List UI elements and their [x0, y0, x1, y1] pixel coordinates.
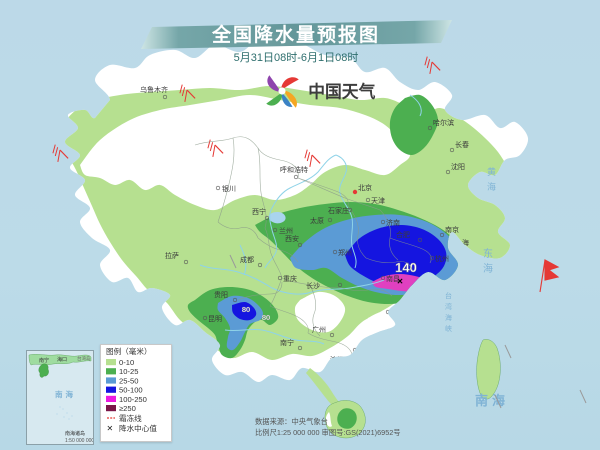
svg-text:乌鲁木齐: 乌鲁木齐	[140, 85, 168, 94]
svg-text:长沙: 长沙	[306, 281, 320, 290]
svg-text:海: 海	[483, 262, 493, 275]
svg-text:哈尔滨: 哈尔滨	[433, 118, 454, 127]
svg-text:台: 台	[445, 291, 452, 300]
svg-text:贵阳: 贵阳	[214, 290, 228, 299]
svg-text:合肥: 合肥	[396, 230, 410, 239]
svg-text:南海: 南海	[55, 389, 76, 399]
svg-text:澳门: 澳门	[330, 355, 344, 364]
svg-text:南海: 南海	[475, 393, 509, 408]
svg-text:海: 海	[445, 313, 452, 322]
svg-text:南昌: 南昌	[386, 274, 400, 283]
svg-text:东: 东	[483, 247, 493, 260]
svg-text:80: 80	[262, 313, 270, 322]
svg-text:天津: 天津	[371, 197, 385, 205]
svg-text:全国降水量预报图: 全国降水量预报图	[211, 23, 380, 46]
svg-text:拉萨: 拉萨	[165, 251, 179, 260]
svg-text:南宁: 南宁	[280, 338, 294, 347]
svg-text:西安: 西安	[285, 234, 299, 243]
svg-text:中国天气: 中国天气	[308, 81, 375, 101]
svg-text:北京: 北京	[358, 183, 372, 192]
svg-text:成都: 成都	[240, 255, 254, 264]
svg-text:郑州: 郑州	[338, 249, 352, 257]
svg-text:湾: 湾	[445, 302, 452, 311]
svg-text:80: 80	[242, 305, 250, 314]
svg-text:沈阳: 沈阳	[451, 162, 465, 171]
svg-text:重庆: 重庆	[283, 274, 297, 283]
svg-text:西宁: 西宁	[252, 207, 266, 216]
svg-text:台湾岛: 台湾岛	[77, 355, 91, 362]
svg-text:海口: 海口	[338, 368, 352, 377]
svg-text:5月31日08时-6月1日08时: 5月31日08时-6月1日08时	[234, 51, 359, 64]
svg-text:杭州: 杭州	[435, 254, 449, 263]
svg-text:黄: 黄	[487, 166, 496, 177]
svg-text:昆明: 昆明	[208, 315, 222, 323]
svg-text:香港: 香港	[358, 346, 372, 355]
svg-text:广州: 广州	[312, 325, 326, 334]
svg-text:太原: 太原	[310, 216, 324, 225]
svg-text:石家庄: 石家庄	[328, 206, 349, 215]
svg-text:兰州: 兰州	[279, 226, 293, 235]
svg-text:1:50 000 000: 1:50 000 000	[65, 438, 93, 444]
svg-text:海口: 海口	[57, 356, 67, 363]
svg-text:呼和浩特: 呼和浩特	[280, 165, 308, 174]
svg-text:济南: 济南	[386, 218, 400, 227]
svg-text:福州: 福州	[391, 308, 405, 317]
svg-text:上海: 上海	[455, 238, 469, 247]
svg-text:海: 海	[487, 181, 496, 192]
svg-text:南京: 南京	[445, 225, 459, 234]
svg-text:长春: 长春	[455, 140, 469, 149]
svg-text:南宁: 南宁	[39, 357, 49, 364]
svg-text:峡: 峡	[445, 324, 452, 333]
svg-text:南海诸岛: 南海诸岛	[65, 430, 85, 437]
svg-text:银川: 银川	[222, 184, 236, 193]
